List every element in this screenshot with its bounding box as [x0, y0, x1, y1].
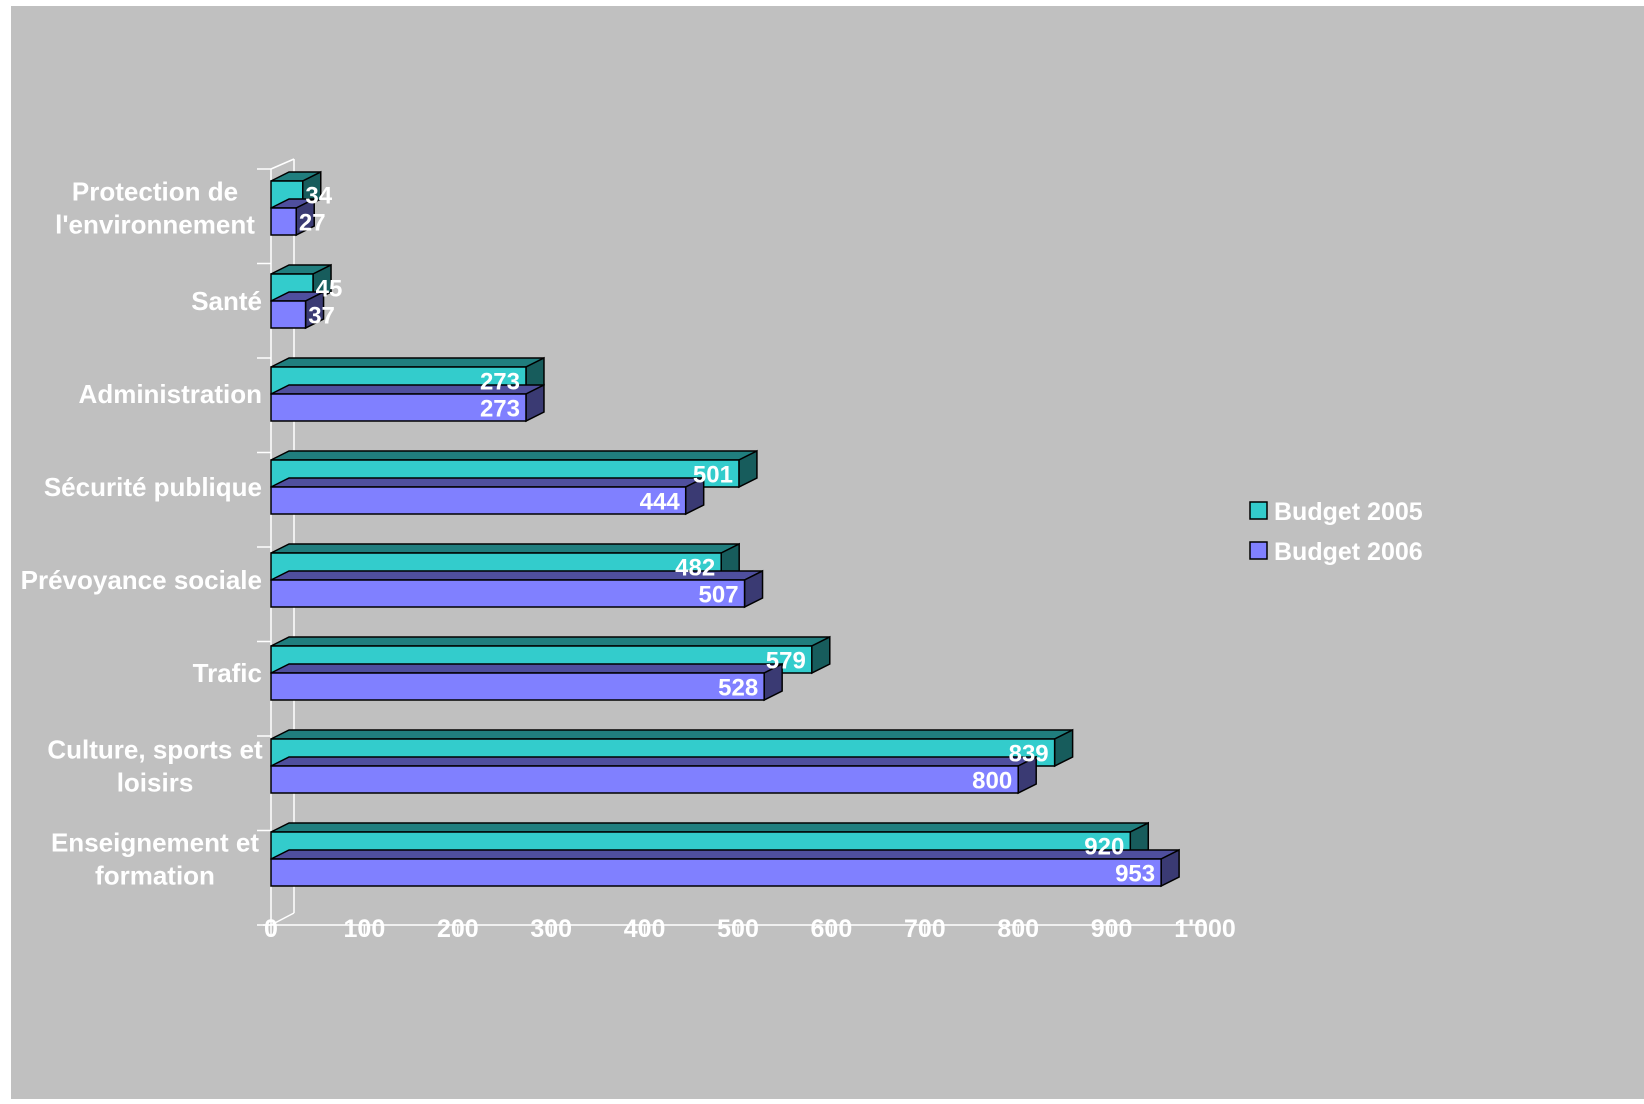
legend-swatch — [1249, 501, 1268, 520]
bar-2006 — [270, 476, 705, 516]
x-tick-label: 600 — [811, 915, 853, 943]
data-label: 507 — [699, 582, 739, 609]
bar-top-face — [270, 729, 1073, 740]
x-tick-label: 0 — [264, 915, 278, 943]
bar-2006 — [270, 569, 764, 609]
data-label: 839 — [1009, 741, 1049, 768]
bar-2006 — [270, 848, 1180, 888]
bar-2006 — [270, 197, 315, 237]
bar-front-face — [270, 393, 527, 422]
bar-top-face — [270, 636, 831, 647]
category-label: formation — [95, 861, 215, 891]
x-tick-label: 400 — [624, 915, 666, 943]
data-label: 579 — [766, 648, 806, 675]
bar-top-face — [270, 756, 1037, 767]
x-tick-label: 700 — [904, 915, 946, 943]
bar-front-face — [270, 579, 746, 608]
bar-top-face — [270, 477, 705, 488]
bar-front-face — [270, 486, 687, 515]
category-label: Culture, sports et — [47, 735, 263, 765]
bars — [270, 170, 1180, 888]
data-label: 27 — [299, 210, 326, 237]
category-label: l'environnement — [55, 210, 255, 240]
category-labels: Protection del'environnement Santé Adminis… — [21, 177, 263, 891]
data-label: 273 — [480, 396, 520, 423]
bar-front-face — [270, 207, 297, 236]
x-tick-label: 800 — [997, 915, 1039, 943]
data-label: 920 — [1084, 834, 1124, 861]
bar-2006 — [270, 383, 545, 423]
wall-bottom-edge — [270, 912, 295, 926]
data-label: 444 — [640, 489, 681, 516]
x-tick-label: 500 — [717, 915, 759, 943]
legend-swatch — [1249, 541, 1268, 560]
legend: Budget 2005 Budget 2006 — [1249, 498, 1423, 566]
category-label: Prévoyance sociale — [21, 565, 262, 595]
data-label: 800 — [972, 768, 1012, 795]
bar-2006 — [270, 755, 1037, 795]
x-tick-label: 100 — [344, 915, 386, 943]
category-label: Administration — [79, 379, 262, 409]
category-label: Sécurité publique — [44, 472, 262, 502]
bar-top-face — [270, 849, 1180, 860]
bar-top-face — [270, 357, 545, 368]
bar-front-face — [270, 300, 307, 329]
x-tick-label: 900 — [1091, 915, 1133, 943]
data-label: 34 — [305, 183, 332, 210]
bar-top-face — [270, 663, 783, 674]
bar-front-face — [270, 765, 1019, 794]
bar-2006 — [270, 662, 783, 702]
category-label: Santé — [191, 286, 262, 316]
data-label: 953 — [1115, 861, 1155, 888]
category-label: Trafic — [193, 658, 262, 688]
x-tick-label: 300 — [530, 915, 572, 943]
wall-top-edge — [270, 158, 295, 170]
bar-front-face — [270, 672, 765, 701]
x-axis-ticks: 0 100 200 300 400 500 600 700 800 900 1'000 — [264, 915, 1236, 943]
data-label: 501 — [693, 462, 733, 489]
x-tick-label: 1'000 — [1174, 915, 1236, 943]
legend-label: Budget 2005 — [1274, 498, 1423, 526]
legend-label: Budget 2006 — [1274, 538, 1423, 566]
category-label: Enseignement et — [51, 828, 259, 858]
data-label: 273 — [480, 369, 520, 396]
category-label: loisirs — [117, 768, 194, 798]
data-label: 482 — [675, 555, 715, 582]
x-tick-label: 200 — [437, 915, 479, 943]
category-label: Protection de — [72, 177, 238, 207]
bar-2006 — [270, 290, 325, 330]
data-label: 528 — [718, 675, 758, 702]
bar-top-face — [270, 450, 758, 461]
data-label: 45 — [316, 276, 343, 303]
data-label: 37 — [308, 303, 335, 330]
bar-top-face — [270, 543, 740, 554]
bar-front-face — [270, 858, 1162, 887]
bar-top-face — [270, 822, 1149, 833]
